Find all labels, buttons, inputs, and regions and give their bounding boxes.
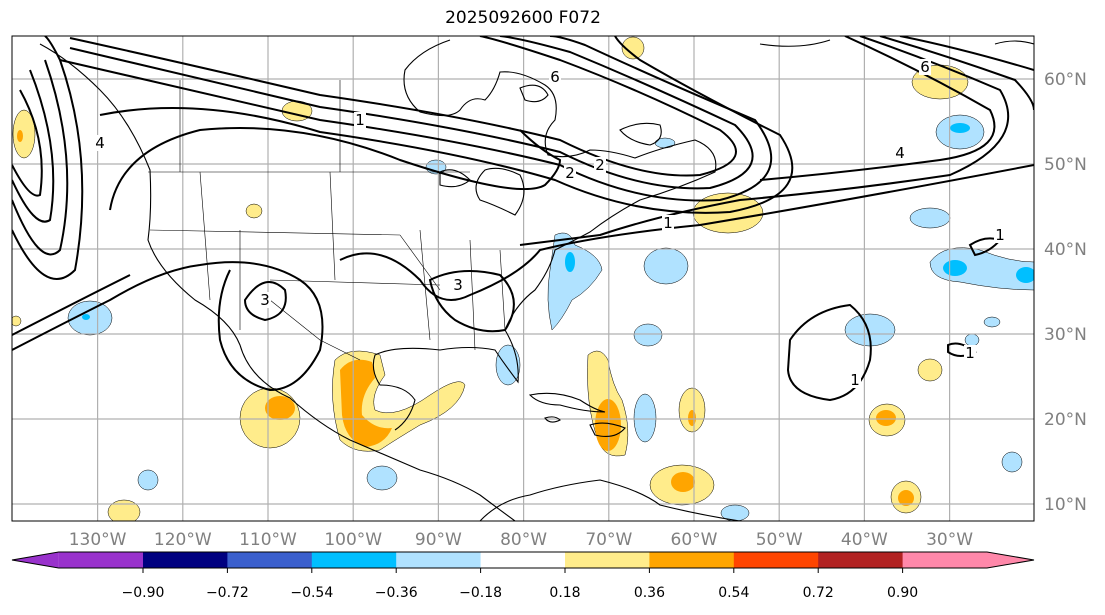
longitude-label: 90°W — [415, 530, 462, 550]
contour-label: 2 — [565, 164, 575, 182]
longitude-label: 50°W — [756, 530, 803, 550]
colorbar-segment — [818, 552, 904, 568]
longitude-label: 30°W — [926, 530, 973, 550]
colorbar: −0.90 −0.72 −0.54 −0.36 −0.18 0.18 0.36 0.54 0.7… — [11, 551, 1035, 601]
colorbar-extend-low — [12, 552, 59, 568]
colorbar-segment — [480, 552, 566, 568]
colorbar-extend-high — [987, 552, 1034, 568]
colorbar-tick-label: −0.18 — [459, 585, 502, 601]
longitude-label: 100°W — [324, 530, 382, 550]
contour-label: 3 — [260, 291, 270, 309]
colorbar-segment — [396, 552, 482, 568]
contour-label: 2 — [595, 156, 605, 174]
colorbar-tick-label: 0.72 — [803, 585, 834, 601]
latitude-labels: 60°N 50°N 40°N 30°N 20°N 10°N — [1044, 70, 1087, 515]
colorbar-tick-label: 0.18 — [549, 585, 580, 601]
contour-lines — [12, 36, 1034, 402]
colorbar-tick-label: −0.72 — [206, 585, 249, 601]
latitude-label: 60°N — [1044, 70, 1087, 90]
colorbar-tick-label: 0.36 — [634, 585, 665, 601]
longitude-label: 70°W — [585, 530, 632, 550]
colorbar-segment — [143, 552, 228, 568]
colorbar-tick-label: 0.54 — [718, 585, 749, 601]
contour-label: 3 — [453, 276, 463, 294]
longitude-label: 130°W — [69, 530, 127, 550]
contour-label: 4 — [895, 144, 905, 162]
colorbar-tick-label: −0.36 — [375, 585, 418, 601]
colorbar-tick-label: −0.90 — [122, 585, 165, 601]
contour-label: 1 — [995, 226, 1005, 244]
latitude-label: 50°N — [1044, 155, 1087, 175]
graticule — [12, 36, 1034, 521]
contour-label: 1 — [965, 344, 975, 362]
contour-label: 1 — [850, 371, 860, 389]
latitude-label: 20°N — [1044, 410, 1087, 430]
colorbar-tick-label: 0.90 — [887, 585, 918, 601]
latitude-label: 40°N — [1044, 240, 1087, 260]
map-title: 2025092600 F072 — [445, 8, 601, 28]
colorbar-segment — [649, 552, 735, 568]
latitude-label: 30°N — [1044, 325, 1087, 345]
colorbar-segment — [227, 552, 313, 568]
longitude-label: 60°W — [671, 530, 718, 550]
contour-label: 4 — [95, 134, 105, 152]
colorbar-tick-label: −0.54 — [290, 585, 333, 601]
longitude-labels: 130°W 120°W 110°W 100°W 90°W 80°W 70°W 60°W 50°W… — [69, 530, 974, 550]
colorbar-segment — [902, 552, 988, 568]
colorbar-segment — [565, 552, 650, 568]
contour-label: 6 — [550, 68, 560, 86]
colorbar-segment — [58, 552, 144, 568]
contour-label: 1 — [663, 214, 673, 232]
contour-labels: 1 1 1 1 2 2 3 3 4 4 6 6 1 — [94, 58, 1006, 389]
map-area: 1 1 1 1 2 2 3 3 4 4 6 6 1 — [12, 36, 1034, 521]
latitude-label: 10°N — [1044, 495, 1087, 515]
colorbar-segment — [311, 552, 397, 568]
map-frame — [11, 35, 1035, 522]
contour-label: 1 — [355, 111, 365, 129]
longitude-label: 40°W — [841, 530, 888, 550]
coastlines — [39, 39, 1034, 521]
longitude-label: 110°W — [239, 530, 297, 550]
colorbar-segment — [733, 552, 819, 568]
longitude-label: 80°W — [500, 530, 547, 550]
contour-label: 6 — [920, 58, 930, 76]
longitude-label: 120°W — [154, 530, 212, 550]
